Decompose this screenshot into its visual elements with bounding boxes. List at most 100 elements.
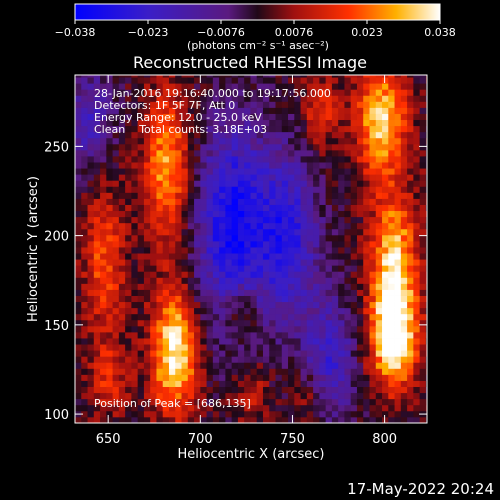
heatmap-cell	[156, 307, 164, 315]
heatmap-cell	[150, 265, 157, 272]
heatmap-cell	[338, 350, 345, 357]
heatmap-cell	[363, 350, 370, 357]
heatmap-cell	[338, 204, 345, 212]
heatmap-cell	[388, 307, 395, 315]
heatmap-cell	[87, 119, 95, 127]
heatmap-cell	[212, 137, 220, 145]
heatmap-cell	[200, 119, 207, 127]
heatmap-cell	[187, 301, 195, 309]
heatmap-cell	[375, 253, 383, 260]
heatmap-cell	[413, 265, 421, 272]
heatmap-cell	[262, 313, 270, 321]
heatmap-cell	[137, 143, 145, 151]
heatmap-cell	[137, 344, 145, 351]
heatmap-cell	[338, 234, 345, 242]
heatmap-cell	[200, 77, 207, 84]
heatmap-cell	[400, 162, 408, 169]
heatmap-cell	[162, 253, 170, 260]
heatmap-cell	[250, 350, 258, 357]
heatmap-cell	[325, 162, 333, 169]
heatmap-cell	[388, 247, 395, 254]
heatmap-cell	[350, 89, 358, 96]
heatmap-cell	[237, 83, 245, 90]
heatmap-cell	[244, 259, 251, 266]
heatmap-cell	[81, 143, 88, 151]
heatmap-cell	[168, 247, 176, 254]
heatmap-cell	[306, 216, 314, 224]
heatmap-cell	[118, 325, 126, 333]
heatmap-cell	[143, 410, 151, 418]
heatmap-cell	[350, 356, 358, 363]
heatmap-cell	[388, 125, 395, 133]
heatmap-cell	[237, 156, 245, 163]
heatmap-cell	[356, 143, 364, 151]
heatmap-cell	[106, 338, 113, 345]
heatmap-cell	[281, 137, 289, 145]
heatmap-cell	[344, 83, 352, 90]
heatmap-cell	[306, 301, 314, 309]
heatmap-cell	[137, 83, 145, 90]
heatmap-cell	[106, 234, 113, 242]
heatmap-cell	[413, 143, 421, 151]
heatmap-cell	[313, 204, 320, 212]
heatmap-cell	[262, 125, 270, 133]
heatmap-cell	[319, 228, 327, 236]
heatmap-cell	[306, 259, 314, 266]
heatmap-cell	[325, 374, 333, 381]
heatmap-cell	[162, 392, 170, 400]
heatmap-cell	[219, 75, 226, 78]
heatmap-cell	[300, 331, 308, 339]
heatmap-cell	[112, 168, 120, 175]
heatmap-cell	[356, 75, 364, 78]
heatmap-cell	[350, 338, 358, 345]
heatmap-cell	[200, 265, 207, 272]
heatmap-cell	[294, 344, 301, 351]
heatmap-cell	[344, 392, 352, 400]
heatmap-cell	[112, 83, 120, 90]
heatmap-cell	[419, 101, 427, 108]
heatmap-cell	[75, 338, 82, 345]
heatmap-cell	[231, 259, 239, 266]
heatmap-cell	[275, 101, 283, 108]
heatmap-cell	[81, 89, 88, 96]
heatmap-cell	[262, 368, 270, 375]
heatmap-cell	[275, 168, 283, 175]
heatmap-cell	[156, 398, 164, 406]
heatmap-cell	[219, 362, 226, 369]
heatmap-cell	[87, 83, 95, 90]
heatmap-cell	[150, 174, 157, 181]
heatmap-cell	[181, 289, 189, 296]
heatmap-cell	[219, 162, 226, 169]
heatmap-cell	[294, 228, 301, 236]
heatmap-cell	[394, 271, 402, 278]
heatmap-cell	[225, 350, 233, 357]
heatmap-cell	[156, 301, 164, 309]
heatmap-cell	[363, 89, 370, 96]
heatmap-cell	[231, 416, 239, 424]
heatmap-cell	[93, 283, 101, 290]
heatmap-cell	[81, 162, 88, 169]
heatmap-cell	[237, 295, 245, 303]
heatmap-cell	[75, 344, 82, 351]
heatmap-cell	[369, 186, 377, 193]
heatmap-cell	[206, 319, 214, 327]
heatmap-cell	[363, 301, 370, 309]
heatmap-cell	[400, 77, 408, 84]
heatmap-cell	[150, 204, 157, 212]
heatmap-cell	[281, 77, 289, 84]
heatmap-cell	[262, 216, 270, 224]
heatmap-cell	[331, 149, 339, 157]
heatmap-cell	[137, 319, 145, 327]
heatmap-cell	[319, 216, 327, 224]
heatmap-cell	[294, 253, 301, 260]
heatmap-cell	[106, 277, 113, 284]
heatmap-cell	[382, 156, 389, 163]
heatmap-cell	[281, 416, 289, 424]
heatmap-cell	[194, 319, 201, 327]
heatmap-cell	[87, 204, 95, 212]
heatmap-cell	[143, 295, 151, 303]
heatmap-cell	[262, 234, 270, 242]
heatmap-cell	[81, 356, 88, 363]
heatmap-cell	[212, 77, 220, 84]
annotation-line: Energy Range: 12.0 - 25.0 keV	[94, 111, 262, 124]
